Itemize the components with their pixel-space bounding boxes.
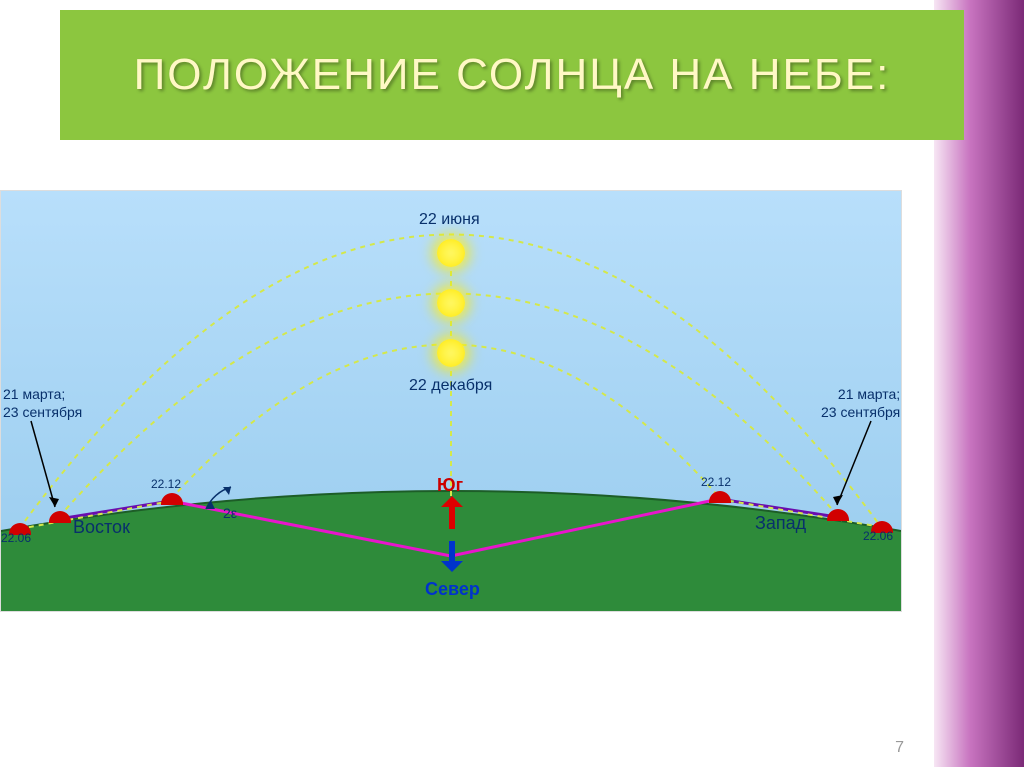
label-angle: 2ε [223,505,237,521]
label-date-winter-left: 22.12 [151,477,181,491]
label-date-winter-right: 22.12 [701,475,731,489]
title-banner: ПОЛОЖЕНИЕ СОЛНЦА НА НЕБЕ: [60,10,964,140]
sun-position-diagram: 22 июня 22 декабря 21 марта;23 сентября … [0,190,902,612]
label-west: Запад [755,513,806,534]
label-east: Восток [73,517,130,538]
title-text: ПОЛОЖЕНИЕ СОЛНЦА НА НЕБЕ: [134,49,891,102]
slide: ПОЛОЖЕНИЕ СОЛНЦА НА НЕБЕ: [0,0,1024,767]
label-equinox-right: 21 марта;23 сентября [821,385,900,421]
label-summer-solstice: 22 июня [419,211,480,229]
label-date-summer-right: 22.06 [863,529,893,543]
page-number: 7 [895,739,904,757]
label-equinox-left: 21 марта;23 сентября [3,385,82,421]
label-date-summer-left: 22.06 [1,531,31,545]
north-arrow-icon [449,541,455,569]
label-north: Север [425,579,480,600]
sun-icon [437,289,465,317]
sun-icon [437,339,465,367]
sun-icon [437,239,465,267]
label-winter-solstice: 22 декабря [409,377,492,395]
south-arrow-icon [449,499,455,529]
label-south: Юг [437,475,463,496]
